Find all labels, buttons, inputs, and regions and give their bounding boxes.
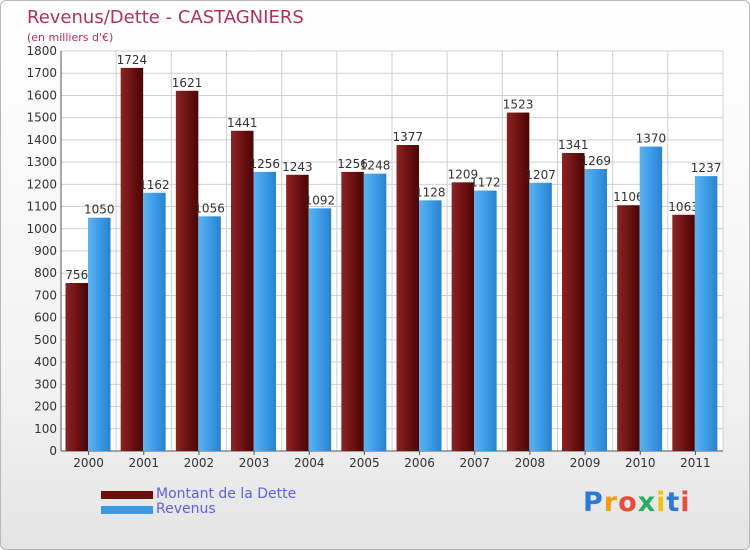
bar-revenus — [639, 146, 663, 452]
value-label-revenus: 1370 — [636, 132, 667, 146]
value-label-revenus: 1248 — [360, 159, 391, 173]
value-label-dette: 1523 — [503, 98, 534, 112]
bar-dette — [396, 145, 419, 451]
y-tick-label: 600 — [34, 311, 57, 325]
value-label-dette: 1256 — [337, 157, 368, 171]
value-label-revenus: 1050 — [84, 203, 115, 217]
bar-revenus — [694, 176, 718, 451]
bar-revenus — [419, 200, 442, 451]
y-tick-label: 0 — [49, 444, 57, 458]
bar-dette — [506, 112, 530, 452]
y-tick-label: 800 — [34, 266, 57, 280]
legend-label-dette: Montant de la Dette — [156, 486, 297, 502]
value-label-revenus: 1256 — [249, 157, 280, 171]
bar-dette — [617, 205, 640, 451]
y-tick-label: 1700 — [26, 66, 57, 80]
y-tick-label: 700 — [34, 288, 57, 302]
bar-revenus — [584, 169, 607, 451]
x-tick-label: 2001 — [128, 456, 159, 470]
logo-letter: i — [656, 487, 667, 518]
value-label-dette: 1209 — [448, 167, 479, 181]
y-tick-label: 1800 — [26, 44, 57, 58]
x-tick-label: 2004 — [294, 456, 325, 470]
y-tick-label: 1400 — [26, 133, 57, 147]
bar-revenus — [308, 208, 332, 451]
value-label-dette: 756 — [65, 268, 88, 282]
x-tick-label: 2010 — [625, 456, 656, 470]
value-label-dette: 1106 — [613, 190, 644, 204]
bar-dette — [286, 174, 309, 451]
value-label-revenus: 1128 — [415, 185, 446, 199]
value-label-revenus: 1092 — [305, 193, 336, 207]
bar-revenus — [88, 217, 111, 451]
y-tick-label: 1500 — [26, 111, 57, 125]
bar-dette — [672, 214, 695, 451]
logo-letter: r — [603, 487, 619, 518]
legend-swatch-dette — [101, 491, 153, 499]
x-tick-label: 2008 — [515, 456, 546, 470]
bar-revenus — [198, 216, 221, 451]
bar-dette — [451, 182, 475, 452]
y-tick-label: 1200 — [26, 177, 57, 191]
legend-swatch-revenus — [101, 506, 153, 514]
x-tick-label: 2003 — [239, 456, 270, 470]
y-tick-label: 200 — [34, 400, 57, 414]
bar-dette — [120, 67, 144, 451]
bar-revenus — [529, 182, 552, 451]
chart-title: Revenus/Dette - CASTAGNIERS — [27, 7, 304, 28]
y-tick-label: 1600 — [26, 88, 57, 102]
y-tick-label: 400 — [34, 355, 57, 369]
y-tick-label: 1000 — [26, 222, 57, 236]
bar-dette — [562, 153, 585, 451]
x-tick-label: 2006 — [404, 456, 435, 470]
y-tick-label: 1100 — [26, 200, 57, 214]
y-tick-label: 100 — [34, 422, 57, 436]
bar-dette — [341, 171, 364, 451]
bar-revenus — [143, 192, 166, 451]
logo-letter: o — [618, 487, 638, 518]
value-label-dette: 1063 — [668, 200, 699, 214]
chart-subtitle: (en milliers d'€) — [27, 31, 114, 44]
logo-letter: P — [583, 487, 604, 518]
x-tick-label: 2005 — [349, 456, 380, 470]
y-tick-label: 300 — [34, 377, 57, 391]
value-label-dette: 1243 — [282, 160, 313, 174]
bar-revenus — [253, 171, 276, 451]
value-label-dette: 1724 — [117, 53, 148, 67]
bar-revenus — [363, 173, 387, 451]
logo-letter: x — [637, 487, 657, 518]
value-label-dette: 1621 — [172, 76, 203, 90]
logo-letter: i — [680, 487, 691, 518]
bar-dette — [231, 130, 254, 451]
bar-dette — [65, 283, 88, 451]
bar-dette — [175, 90, 199, 452]
value-label-dette: 1441 — [227, 116, 258, 130]
logo-letter: t — [666, 487, 681, 518]
value-label-revenus: 1056 — [194, 201, 225, 215]
value-label-revenus: 1172 — [470, 176, 501, 190]
value-label-dette: 1377 — [392, 130, 423, 144]
value-label-revenus: 1162 — [139, 178, 170, 192]
value-label-dette: 1341 — [558, 138, 589, 152]
x-tick-label: 2007 — [459, 456, 490, 470]
value-label-revenus: 1269 — [580, 154, 611, 168]
proxiti-logo: Proxiti — [583, 487, 691, 518]
x-tick-label: 2009 — [570, 456, 601, 470]
x-tick-label: 2002 — [184, 456, 215, 470]
value-label-revenus: 1207 — [525, 168, 556, 182]
legend-label-revenus: Revenus — [156, 501, 216, 517]
x-tick-label: 2011 — [680, 456, 711, 470]
y-tick-label: 1300 — [26, 155, 57, 169]
value-label-revenus: 1237 — [691, 161, 722, 175]
y-tick-label: 500 — [34, 333, 57, 347]
y-tick-label: 900 — [34, 244, 57, 258]
x-tick-label: 2000 — [73, 456, 104, 470]
bar-revenus — [474, 190, 497, 452]
